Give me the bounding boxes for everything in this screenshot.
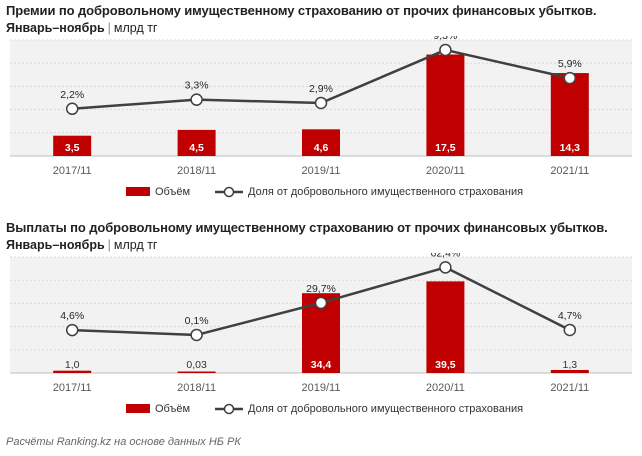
chart1-line-point bbox=[439, 43, 452, 57]
chart1-bar-label: 14,3 bbox=[560, 142, 581, 154]
chart1-bar bbox=[53, 135, 92, 156]
chart2-bar bbox=[177, 371, 216, 373]
chart2-line-point bbox=[190, 328, 203, 342]
chart1-period: Январь–ноябрь bbox=[6, 21, 105, 35]
chart2-x-tick-label: 2019/11 bbox=[302, 382, 341, 394]
chart2-line-label: 29,7% bbox=[306, 283, 336, 295]
chart2-line-label: 62,4% bbox=[431, 253, 461, 259]
chart2-bar-label: 0,03 bbox=[186, 359, 207, 371]
chart2-bar bbox=[550, 369, 589, 373]
chart2-bar-label: 1,0 bbox=[65, 359, 80, 371]
chart2-line-point bbox=[65, 323, 79, 337]
chart1-bar bbox=[177, 129, 216, 156]
chart1-line-label: 9,3% bbox=[433, 36, 457, 42]
chart2-legend-bar-label: Объём bbox=[155, 403, 190, 415]
chart1-line-label: 5,9% bbox=[558, 58, 582, 70]
chart2: 1,0 0,03 34,4 39,5 1,3 2017/11 2018/11 2019/11 2… bbox=[10, 253, 632, 415]
chart2-line-label: 0,1% bbox=[185, 315, 209, 327]
chart2-bar-label: 39,5 bbox=[435, 359, 456, 371]
chart2-x-tick-label: 2020/11 bbox=[426, 382, 465, 394]
chart2-x-tick-label: 2017/11 bbox=[53, 382, 92, 394]
chart1-title: Премии по добровольному имущественному с… bbox=[6, 3, 597, 18]
chart1-x-tick-label: 2019/11 bbox=[302, 165, 341, 177]
chart2-separator: | bbox=[107, 238, 111, 252]
chart2-line-point bbox=[563, 323, 577, 337]
chart2-period: Январь–ноябрь bbox=[6, 238, 105, 252]
chart1-bar-label: 4,6 bbox=[314, 142, 329, 154]
chart1-line-point bbox=[314, 96, 328, 110]
chart2-line-point bbox=[314, 296, 328, 310]
chart1-bar-label: 17,5 bbox=[435, 142, 456, 154]
chart1-legend-bar-label: Объём bbox=[155, 186, 190, 198]
chart2-unit: млрд тг bbox=[113, 238, 158, 252]
chart1-legend-line-label: Доля от добровольного имущественного стр… bbox=[248, 186, 523, 198]
chart1-line-label: 2,9% bbox=[309, 83, 333, 95]
chart1-legend-line-marker bbox=[223, 186, 235, 198]
chart1-line-label: 3,3% bbox=[185, 80, 209, 92]
chart2-x-tick-label: 2018/11 bbox=[177, 382, 216, 394]
chart1-line-point bbox=[563, 71, 577, 85]
chart1-line-label: 2,2% bbox=[60, 89, 84, 101]
chart1-x-tick-label: 2021/11 bbox=[550, 165, 589, 177]
chart1-bar-label: 4,5 bbox=[189, 142, 204, 154]
chart1-bar bbox=[302, 129, 340, 156]
chart2-legend-line-label: Доля от добровольного имущественного стр… bbox=[248, 403, 523, 415]
chart2-bar-label: 1,3 bbox=[562, 359, 577, 371]
chart1: 3,5 4,5 4,6 17,5 14,3 2017/11 2018/11 2019/11 20… bbox=[10, 36, 632, 198]
chart1-line-point bbox=[65, 102, 79, 116]
chart2-line-label: 4,7% bbox=[558, 310, 582, 322]
chart2-line-label: 4,6% bbox=[60, 310, 84, 322]
source-note: Расчёты Ranking.kz на основе данных НБ Р… bbox=[6, 436, 241, 448]
chart2-title: Выплаты по добровольному имущественному … bbox=[6, 220, 608, 235]
chart2-bar bbox=[53, 370, 92, 373]
chart1-bar-label: 3,5 bbox=[65, 142, 80, 154]
chart1-line-point bbox=[190, 93, 203, 106]
chart1-legend-bar-swatch bbox=[126, 187, 150, 196]
chart2-x-tick-label: 2021/11 bbox=[550, 382, 589, 394]
chart2-bar bbox=[426, 281, 465, 373]
chart2-legend-bar-swatch bbox=[126, 404, 150, 413]
chart2-line-point bbox=[439, 261, 452, 274]
chart1-separator: | bbox=[107, 21, 111, 35]
chart2-legend-line-marker bbox=[223, 403, 235, 415]
chart1-x-tick-label: 2020/11 bbox=[426, 165, 465, 177]
chart2-bar-label: 34,4 bbox=[311, 359, 332, 371]
chart1-x-tick-label: 2018/11 bbox=[177, 165, 216, 177]
chart1-x-tick-label: 2017/11 bbox=[53, 165, 92, 177]
chart1-subtitle: Январь–ноябрь | млрд тг bbox=[6, 21, 158, 35]
chart2-subtitle: Январь–ноябрь | млрд тг bbox=[6, 238, 158, 252]
chart1-bar bbox=[550, 73, 589, 156]
chart1-bar bbox=[426, 54, 465, 156]
chart1-unit: млрд тг bbox=[113, 21, 158, 35]
